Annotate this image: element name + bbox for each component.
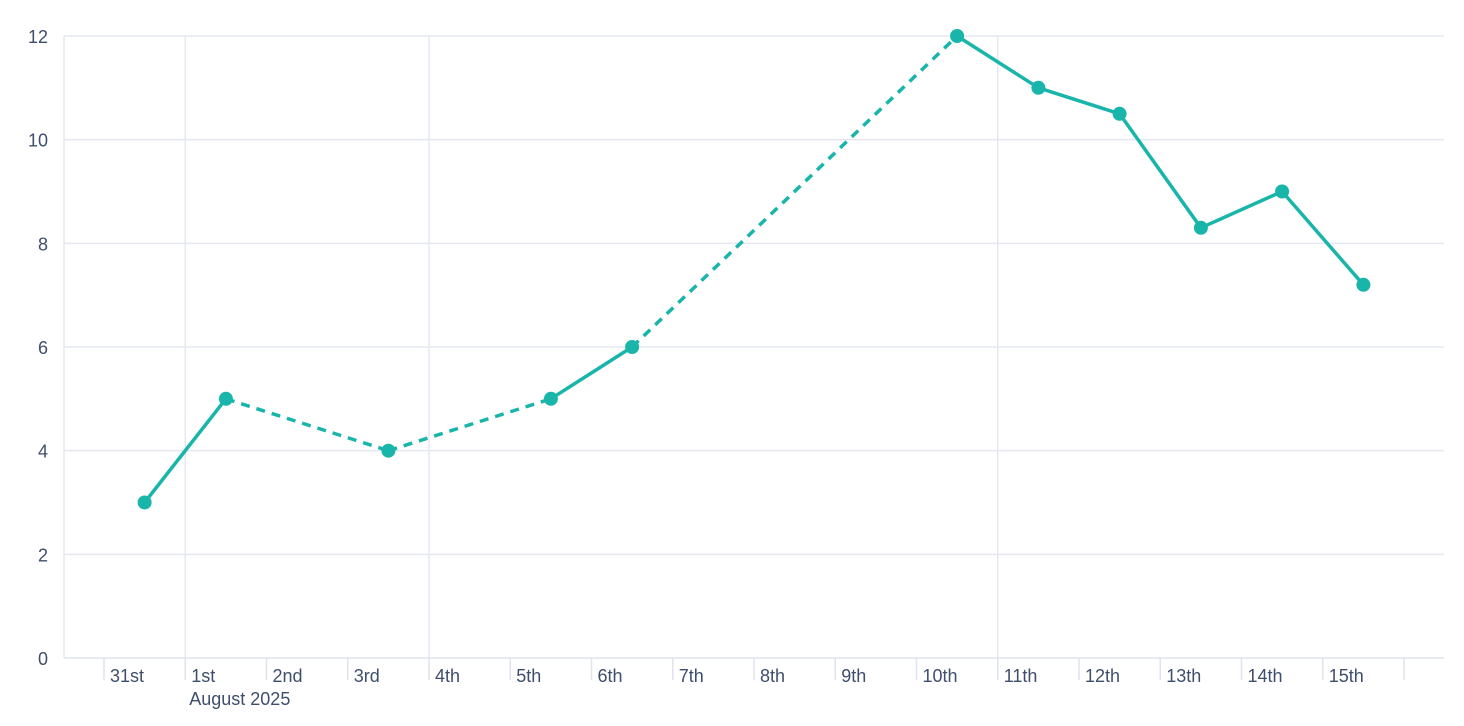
y-tick-label-4: 4 [38, 442, 48, 462]
data-point-5th[interactable] [543, 391, 558, 406]
data-point-12th[interactable] [1112, 106, 1127, 121]
data-point-11th[interactable] [1031, 80, 1046, 95]
data-point-10th[interactable] [950, 29, 965, 43]
x-tick-label-11th: 11th [1004, 666, 1038, 686]
data-point-1st[interactable] [218, 391, 233, 406]
x-tick-label-4th: 4th [435, 666, 460, 686]
data-point-13th[interactable] [1193, 220, 1208, 235]
data-point-15th[interactable] [1356, 277, 1371, 292]
x-axis-labels: 31st 1st 2nd 3rd 4th 5th 6th 7th 8th 9th 10th 11th 1… [110, 666, 1364, 709]
y-tick-label-10: 10 [28, 131, 48, 151]
y-tick-label-6: 6 [38, 338, 48, 358]
x-tick-label-12th: 12th [1085, 666, 1120, 686]
month-label: August 2025 [189, 689, 290, 709]
series-segment-dashed-3rd-5th [387, 397, 552, 453]
series-segment-solid-31st-1st [142, 397, 228, 505]
x-tick-label-2nd: 2nd [273, 666, 303, 686]
y-tick-label-2: 2 [38, 545, 48, 565]
x-tick-label-5th: 5th [516, 666, 541, 686]
x-tick-label-8th: 8th [760, 666, 785, 686]
y-axis-labels: 0 2 4 6 8 10 12 [28, 27, 48, 669]
series-segment-solid-5th-6th [549, 345, 634, 401]
x-tick-label-9th: 9th [841, 666, 866, 686]
y-tick-label-0: 0 [38, 649, 48, 669]
x-gridlines [63, 36, 999, 658]
series-line [142, 34, 1366, 505]
data-point-3rd[interactable] [381, 443, 396, 458]
data-point-14th[interactable] [1275, 184, 1290, 199]
series-markers [137, 29, 1371, 510]
x-tick-label-1st: 1st [191, 666, 215, 686]
x-tick-label-7th: 7th [679, 666, 704, 686]
x-axis [64, 657, 1444, 680]
series-segment-dashed-1st-3rd [225, 397, 389, 453]
y-gridlines [64, 35, 1444, 556]
x-tick-label-14th: 14th [1248, 666, 1283, 686]
x-tick-label-10th: 10th [923, 666, 958, 686]
series-segment-dashed-6th-10th [630, 34, 959, 349]
x-tick-label-6th: 6th [598, 666, 623, 686]
data-point-6th[interactable] [625, 340, 640, 354]
x-tick-label-3rd: 3rd [354, 666, 380, 686]
x-tick-label-13th: 13th [1166, 666, 1201, 686]
y-tick-label-12: 12 [28, 27, 48, 47]
data-point-31st[interactable] [137, 495, 152, 510]
series-segment-solid-10th-15th [955, 34, 1366, 287]
x-tick-label-31st: 31st [110, 666, 144, 686]
y-tick-label-8: 8 [38, 234, 48, 254]
x-tick-label-15th: 15th [1329, 666, 1364, 686]
